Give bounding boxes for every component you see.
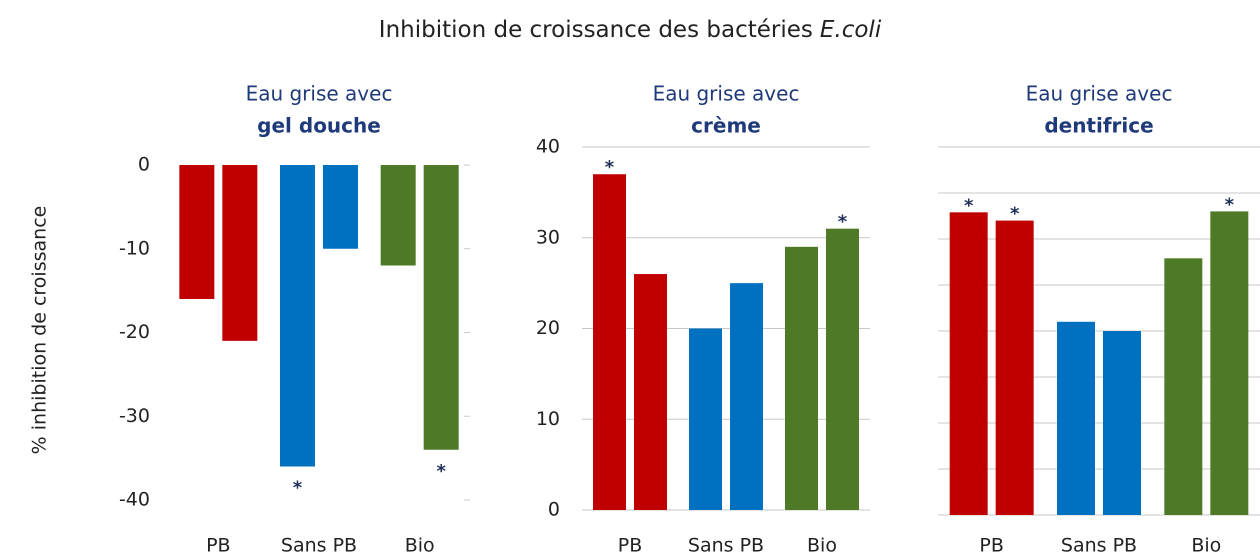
chart-title: Inhibition de croissance des bactéries E.… [379, 17, 882, 43]
x-tick-label: PB [979, 535, 1004, 557]
bar [1103, 331, 1141, 515]
bar [280, 165, 315, 467]
significance-marker: * [293, 478, 303, 499]
y-tick-label: -10 [119, 237, 150, 259]
bar [1057, 321, 1095, 515]
y-tick-label: 0 [548, 499, 560, 521]
x-tick-label: Bio [1191, 535, 1221, 557]
bar [179, 165, 215, 299]
bar [1164, 258, 1203, 515]
y-tick-label: 30 [536, 226, 560, 248]
y-tick-label: 10 [536, 408, 560, 430]
bar [730, 283, 763, 510]
x-tick-label: Sans PB [688, 535, 764, 557]
bar [380, 165, 416, 266]
bar [593, 174, 626, 510]
panel-subtitle-bold: crème [691, 114, 761, 138]
x-tick-label: PB [618, 535, 643, 557]
bar [826, 228, 859, 511]
bar [323, 165, 358, 249]
y-tick-label: -30 [119, 405, 150, 427]
bar [222, 165, 258, 341]
y-axis-label: % inhibition de croissance [29, 206, 51, 455]
panel-subtitle-bold: dentifrice [1044, 114, 1153, 138]
y-tick-label: 40 [536, 136, 560, 158]
title-italic: E.coli [820, 17, 882, 43]
bar [1210, 211, 1249, 515]
bar [995, 220, 1034, 515]
panel-subtitle: Eau grise avec [246, 82, 393, 106]
significance-marker: * [1225, 194, 1235, 215]
bar [785, 246, 818, 510]
panel-subtitle: Eau grise avec [653, 82, 800, 106]
panel-subtitle-bold: gel douche [257, 114, 381, 138]
title-text: Inhibition de croissance des bactéries [379, 17, 813, 43]
y-tick-label: 20 [536, 317, 560, 339]
significance-marker: * [964, 195, 974, 216]
bar [949, 212, 988, 515]
x-tick-label: Sans PB [1061, 535, 1137, 557]
x-tick-label: Bio [807, 535, 837, 557]
bar [634, 274, 667, 510]
significance-marker: * [436, 461, 446, 482]
significance-marker: * [605, 157, 615, 178]
significance-marker: * [838, 212, 848, 233]
significance-marker: * [1010, 204, 1020, 225]
panel-subtitle: Eau grise avec [1026, 82, 1173, 106]
x-tick-label: Bio [405, 535, 435, 557]
bar [423, 165, 459, 450]
y-tick-label: -40 [119, 489, 150, 511]
x-tick-label: Sans PB [281, 535, 357, 557]
y-tick-label: -20 [119, 321, 150, 343]
y-tick-label: 0 [138, 154, 150, 176]
bar [689, 328, 722, 510]
x-tick-label: PB [206, 535, 231, 557]
